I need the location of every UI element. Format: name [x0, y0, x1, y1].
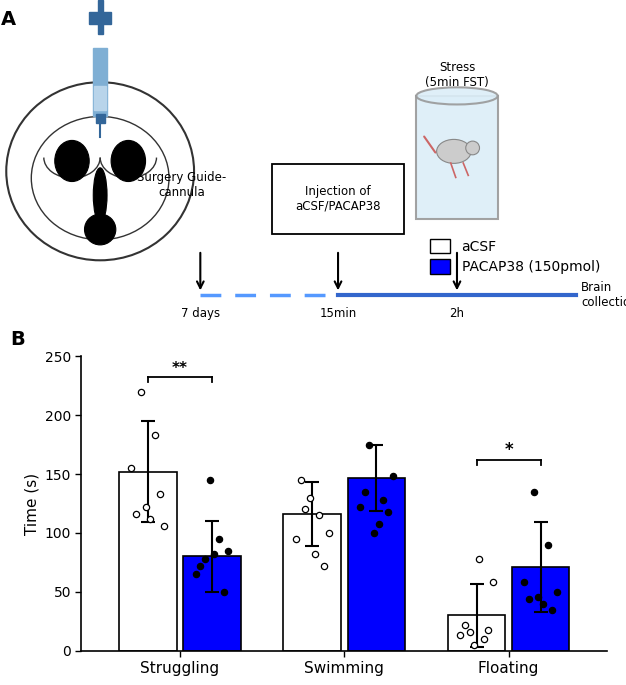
Ellipse shape: [437, 140, 471, 163]
Legend: aCSF, PACAP38 (150pmol): aCSF, PACAP38 (150pmol): [424, 234, 605, 279]
Text: B: B: [11, 329, 25, 349]
Text: Injection of
aCSF/PACAP38: Injection of aCSF/PACAP38: [295, 185, 381, 212]
Bar: [284, 514, 341, 651]
Bar: [183, 556, 241, 651]
Text: 7 days: 7 days: [181, 307, 220, 320]
Y-axis label: Time (s): Time (s): [24, 473, 39, 534]
Bar: [89, 12, 111, 24]
Bar: [96, 114, 105, 123]
Bar: [416, 96, 498, 219]
Ellipse shape: [466, 141, 480, 155]
Text: 2h: 2h: [449, 307, 464, 320]
Ellipse shape: [416, 88, 498, 104]
Bar: [94, 86, 106, 110]
Text: Surgery Guide-
cannula: Surgery Guide- cannula: [137, 171, 226, 199]
Text: 15min: 15min: [319, 307, 357, 320]
Text: A: A: [1, 10, 16, 29]
Text: Brain
collection: Brain collection: [581, 281, 626, 308]
FancyBboxPatch shape: [272, 164, 404, 234]
Bar: [119, 472, 177, 651]
Bar: [347, 477, 405, 651]
Bar: [93, 48, 107, 116]
Ellipse shape: [93, 168, 107, 223]
Text: *: *: [505, 440, 513, 459]
Bar: [98, 0, 103, 34]
Text: Stress
(5min FST): Stress (5min FST): [425, 61, 489, 89]
Text: **: **: [172, 361, 188, 376]
Bar: [512, 567, 570, 651]
FancyArrowPatch shape: [424, 136, 435, 153]
Bar: [448, 615, 505, 651]
Ellipse shape: [111, 140, 145, 182]
Ellipse shape: [55, 140, 90, 182]
Ellipse shape: [85, 214, 116, 245]
